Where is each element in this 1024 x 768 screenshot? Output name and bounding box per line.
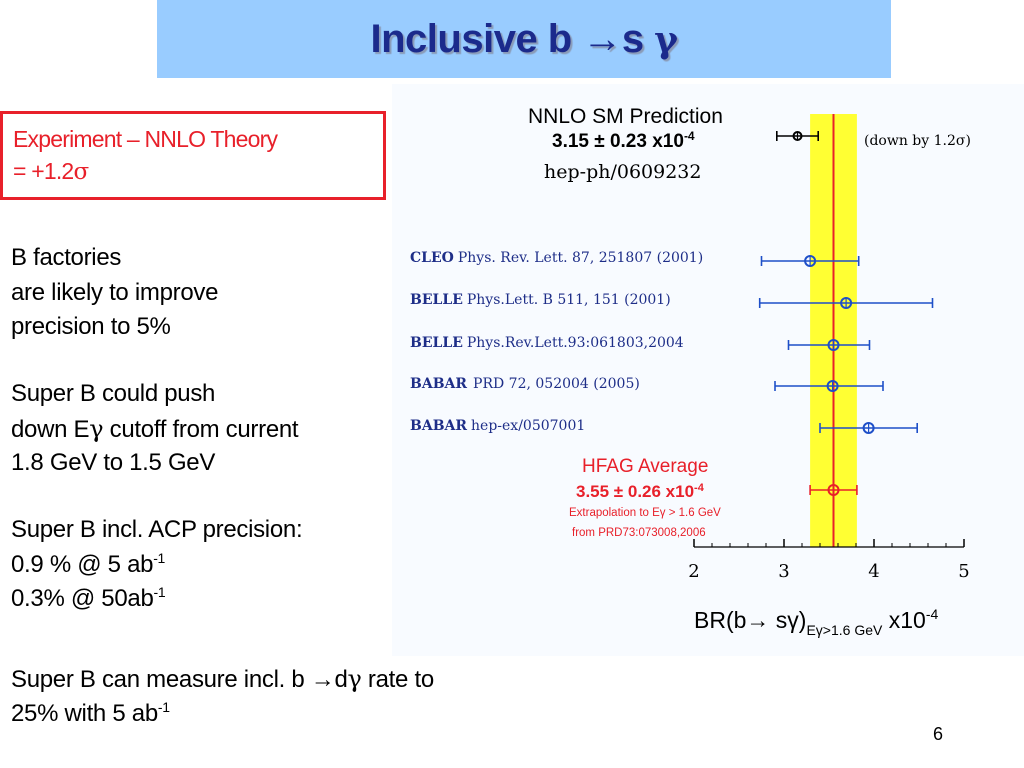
- x-tick-label: 5: [958, 561, 969, 582]
- cutoff-text: Super B could push down Eγ cutoff from c…: [11, 377, 299, 481]
- factories-text: B factories are likely to improve precis…: [11, 241, 218, 345]
- measurement-label: BELLE Phys.Rev.Lett.93:061803,2004: [410, 335, 684, 351]
- slide-title: Inclusive b →s γ: [370, 16, 678, 61]
- result-line-1: Experiment – NNLO Theory: [13, 126, 278, 152]
- text-line: Super B could push: [11, 380, 216, 407]
- text-line: precision to 5%: [11, 313, 171, 340]
- text-line: 0.9 % @ 5 ab-1: [11, 549, 166, 578]
- average-value: 3.55 ± 0.26 x10-4: [576, 482, 705, 501]
- text-line: Super B incl. ACP precision:: [11, 516, 303, 543]
- x-tick-label: 2: [688, 561, 699, 582]
- average-header: HFAG Average: [582, 456, 708, 477]
- result-line-2: = +1.2σ: [13, 158, 89, 185]
- br-comparison-chart: 2 3 4 5 NNLO SM Prediction 3.15 ± 0.23 x10-…: [392, 84, 1024, 656]
- dgamma-text: Super B can measure incl. b →dγ rate to …: [11, 662, 434, 731]
- result-box: Experiment – NNLO Theory = +1.2σ: [0, 111, 386, 200]
- x-tick-label: 3: [778, 561, 789, 582]
- measurement-label: BELLE Phys.Lett. B 511, 151 (2001): [410, 292, 671, 308]
- text-line: 25% with 5 ab-1: [11, 698, 170, 727]
- acp-text: Super B incl. ACP precision: 0.9 % @ 5 a…: [11, 513, 303, 617]
- average-note-1: Extrapolation to Eγ > 1.6 GeV: [569, 507, 721, 519]
- x-axis-label: BR(b→ sγ)Eγ>1.6 GeV x10-4: [694, 606, 939, 638]
- text-line: are likely to improve: [11, 278, 219, 306]
- page-number: 6: [933, 724, 944, 744]
- theory-point: [775, 131, 820, 141]
- measurement-label: CLEO Phys. Rev. Lett. 87, 251807 (2001): [410, 250, 703, 266]
- average-note-2: from PRD73:073008,2006: [572, 527, 706, 539]
- chart-svg: 2 3 4 5 NNLO SM Prediction 3.15 ± 0.23 x10-…: [410, 105, 971, 638]
- text-line: 0.3% @ 50ab-1: [11, 584, 166, 612]
- theory-header: NNLO SM Prediction: [528, 105, 723, 128]
- text-line: Super B can measure incl. b →dγ rate to: [11, 665, 434, 693]
- x-tick-label: 4: [868, 561, 879, 582]
- theory-note: (down by 1.2σ): [864, 133, 971, 149]
- text-line: B factories: [11, 244, 122, 271]
- text-line: 1.8 GeV to 1.5 GeV: [11, 449, 216, 476]
- average-point: [809, 484, 858, 496]
- slide-title-bar: Inclusive b →s γ: [157, 0, 891, 78]
- theory-value: 3.15 ± 0.23 x10-4: [552, 129, 695, 152]
- text-line: down Eγ cutoff from current: [11, 414, 299, 443]
- measurement-points: [758, 255, 934, 434]
- theory-reference: hep-ph/0609232: [544, 161, 701, 183]
- measurement-label: BABAR hep-ex/0507001: [410, 418, 585, 434]
- measurement-label: BABAR PRD 72, 052004 (2005): [410, 376, 640, 392]
- x-axis-ticks: [693, 539, 965, 547]
- x-axis-tick-labels: 2 3 4 5: [688, 561, 969, 582]
